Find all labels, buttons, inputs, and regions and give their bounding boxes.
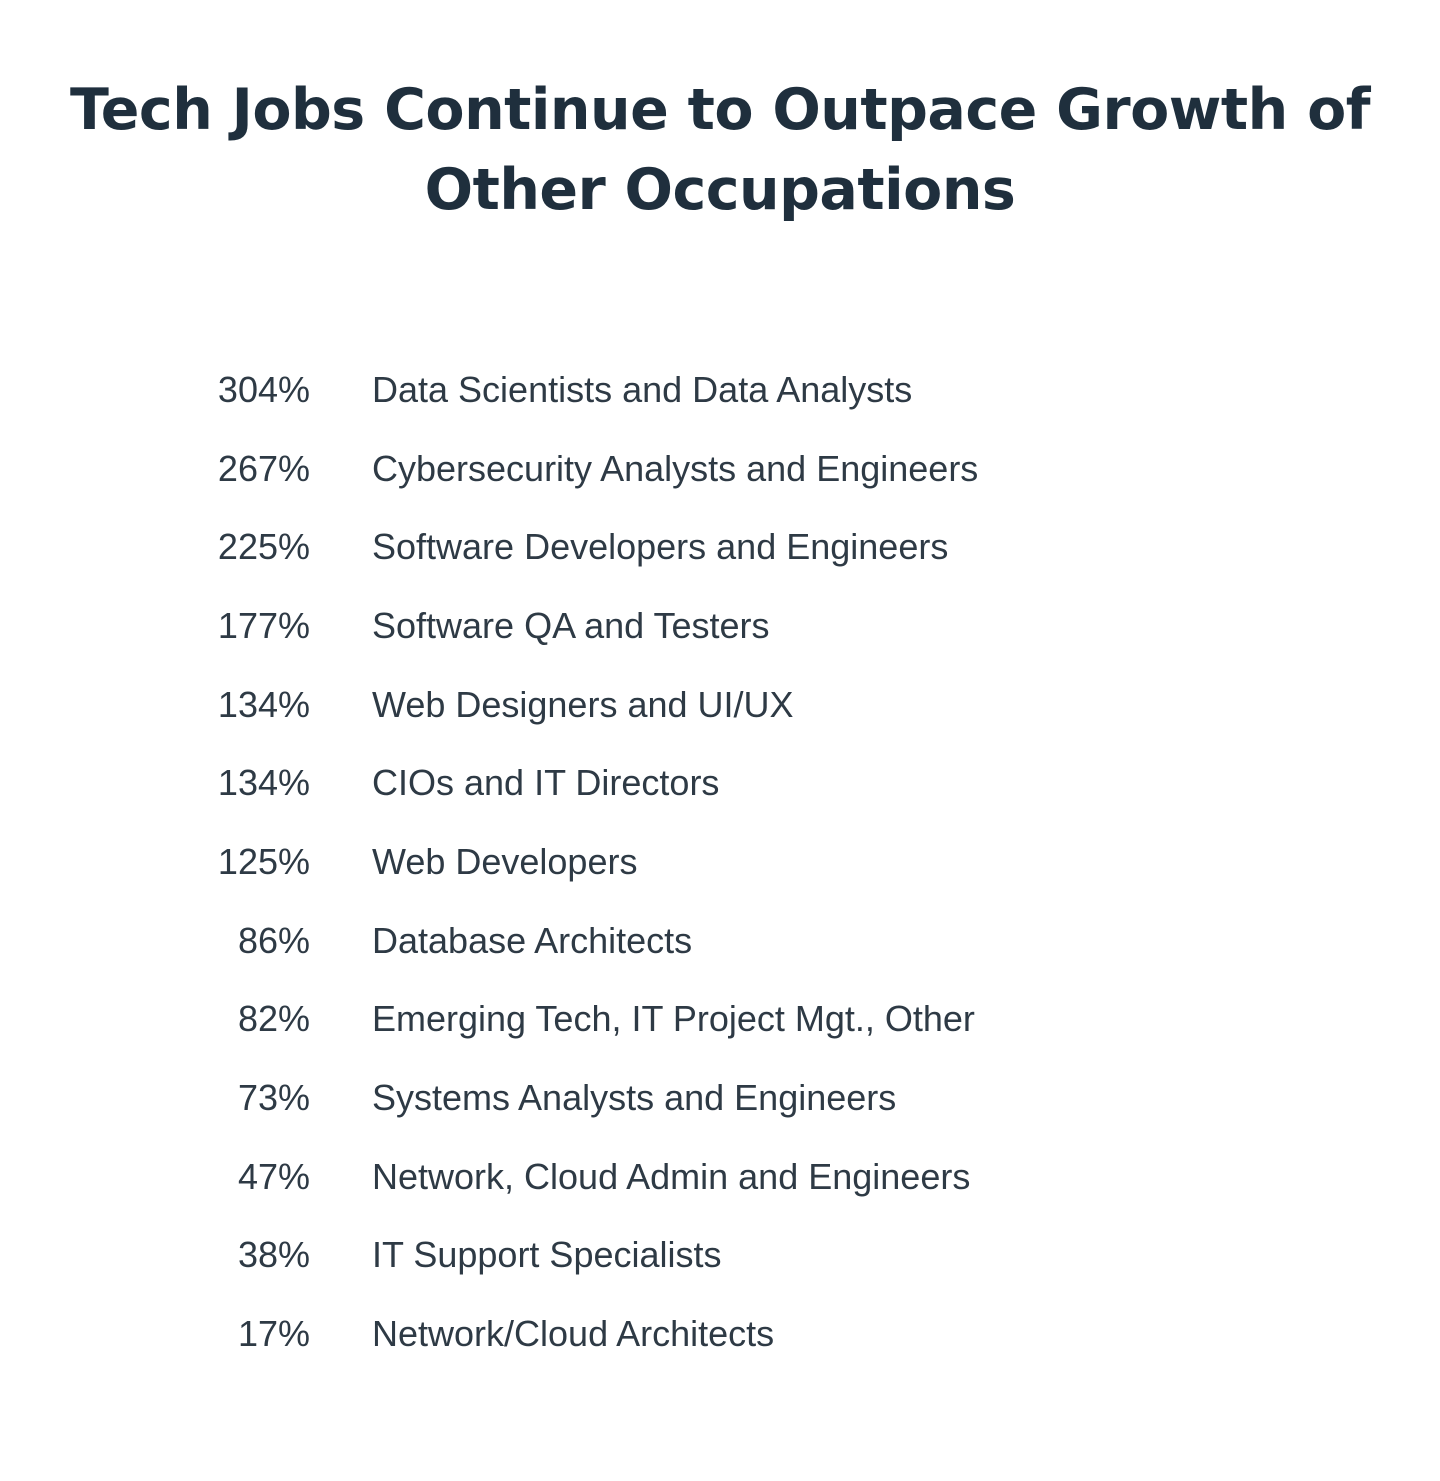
- table-row: 73% Systems Analysts and Engineers: [0, 1060, 1440, 1139]
- table-row: 82% Emerging Tech, IT Project Mgt., Other: [0, 981, 1440, 1060]
- table-row: 125% Web Developers: [0, 824, 1440, 903]
- chart-title-line-1: Tech Jobs Continue to Outpace Growth of: [69, 77, 1371, 143]
- table-row: 134% Web Designers and UI/UX: [0, 667, 1440, 746]
- chart-title: Tech Jobs Continue to Outpace Growth of …: [0, 70, 1440, 230]
- growth-percentage: 177%: [217, 604, 310, 646]
- occupation-label: Network, Cloud Admin and Engineers: [372, 1155, 971, 1197]
- growth-percentage: 73%: [237, 1076, 310, 1118]
- growth-percentage: 225%: [217, 526, 310, 568]
- table-row: 225% Software Developers and Engineers: [0, 509, 1440, 588]
- table-row: 86% Database Architects: [0, 903, 1440, 982]
- occupation-label: CIOs and IT Directors: [372, 762, 720, 804]
- occupation-label: Web Designers and UI/UX: [372, 683, 794, 725]
- table-row: 304% Data Scientists and Data Analysts: [0, 352, 1440, 431]
- growth-percentage: 17%: [237, 1312, 310, 1354]
- occupation-label: Data Scientists and Data Analysts: [372, 369, 913, 410]
- growth-table: 304% Data Scientists and Data Analysts 267…: [0, 352, 1440, 1375]
- table-row: 134% CIOs and IT Directors: [0, 745, 1440, 824]
- growth-percentage: 125%: [217, 840, 310, 882]
- occupation-label: Software QA and Testers: [372, 604, 770, 646]
- occupation-label: Network/Cloud Architects: [372, 1312, 775, 1354]
- growth-percentage: 47%: [237, 1155, 310, 1197]
- occupation-label: Emerging Tech, IT Project Mgt., Other: [372, 998, 975, 1040]
- growth-percentage: 267%: [217, 447, 310, 489]
- occupation-label: Software Developers and Engineers: [372, 526, 949, 568]
- growth-percentage: 38%: [237, 1234, 310, 1276]
- occupation-label: Database Architects: [372, 919, 693, 961]
- growth-percentage: 134%: [217, 683, 310, 725]
- growth-percentage: 304%: [217, 369, 310, 410]
- occupation-label: Web Developers: [372, 840, 638, 882]
- chart-title-line-2: Other Occupations: [424, 157, 1016, 223]
- table-row: 177% Software QA and Testers: [0, 588, 1440, 667]
- growth-percentage: 134%: [217, 762, 310, 804]
- table-row: 17% Network/Cloud Architects: [0, 1296, 1440, 1375]
- growth-percentage: 86%: [237, 919, 310, 961]
- table-row: 267% Cybersecurity Analysts and Engineers: [0, 431, 1440, 510]
- occupation-label: Cybersecurity Analysts and Engineers: [372, 447, 979, 489]
- occupation-label: IT Support Specialists: [372, 1234, 722, 1276]
- table-row: 38% IT Support Specialists: [0, 1217, 1440, 1296]
- growth-percentage: 82%: [237, 998, 310, 1040]
- occupation-label: Systems Analysts and Engineers: [372, 1076, 897, 1118]
- table-row: 47% Network, Cloud Admin and Engineers: [0, 1139, 1440, 1218]
